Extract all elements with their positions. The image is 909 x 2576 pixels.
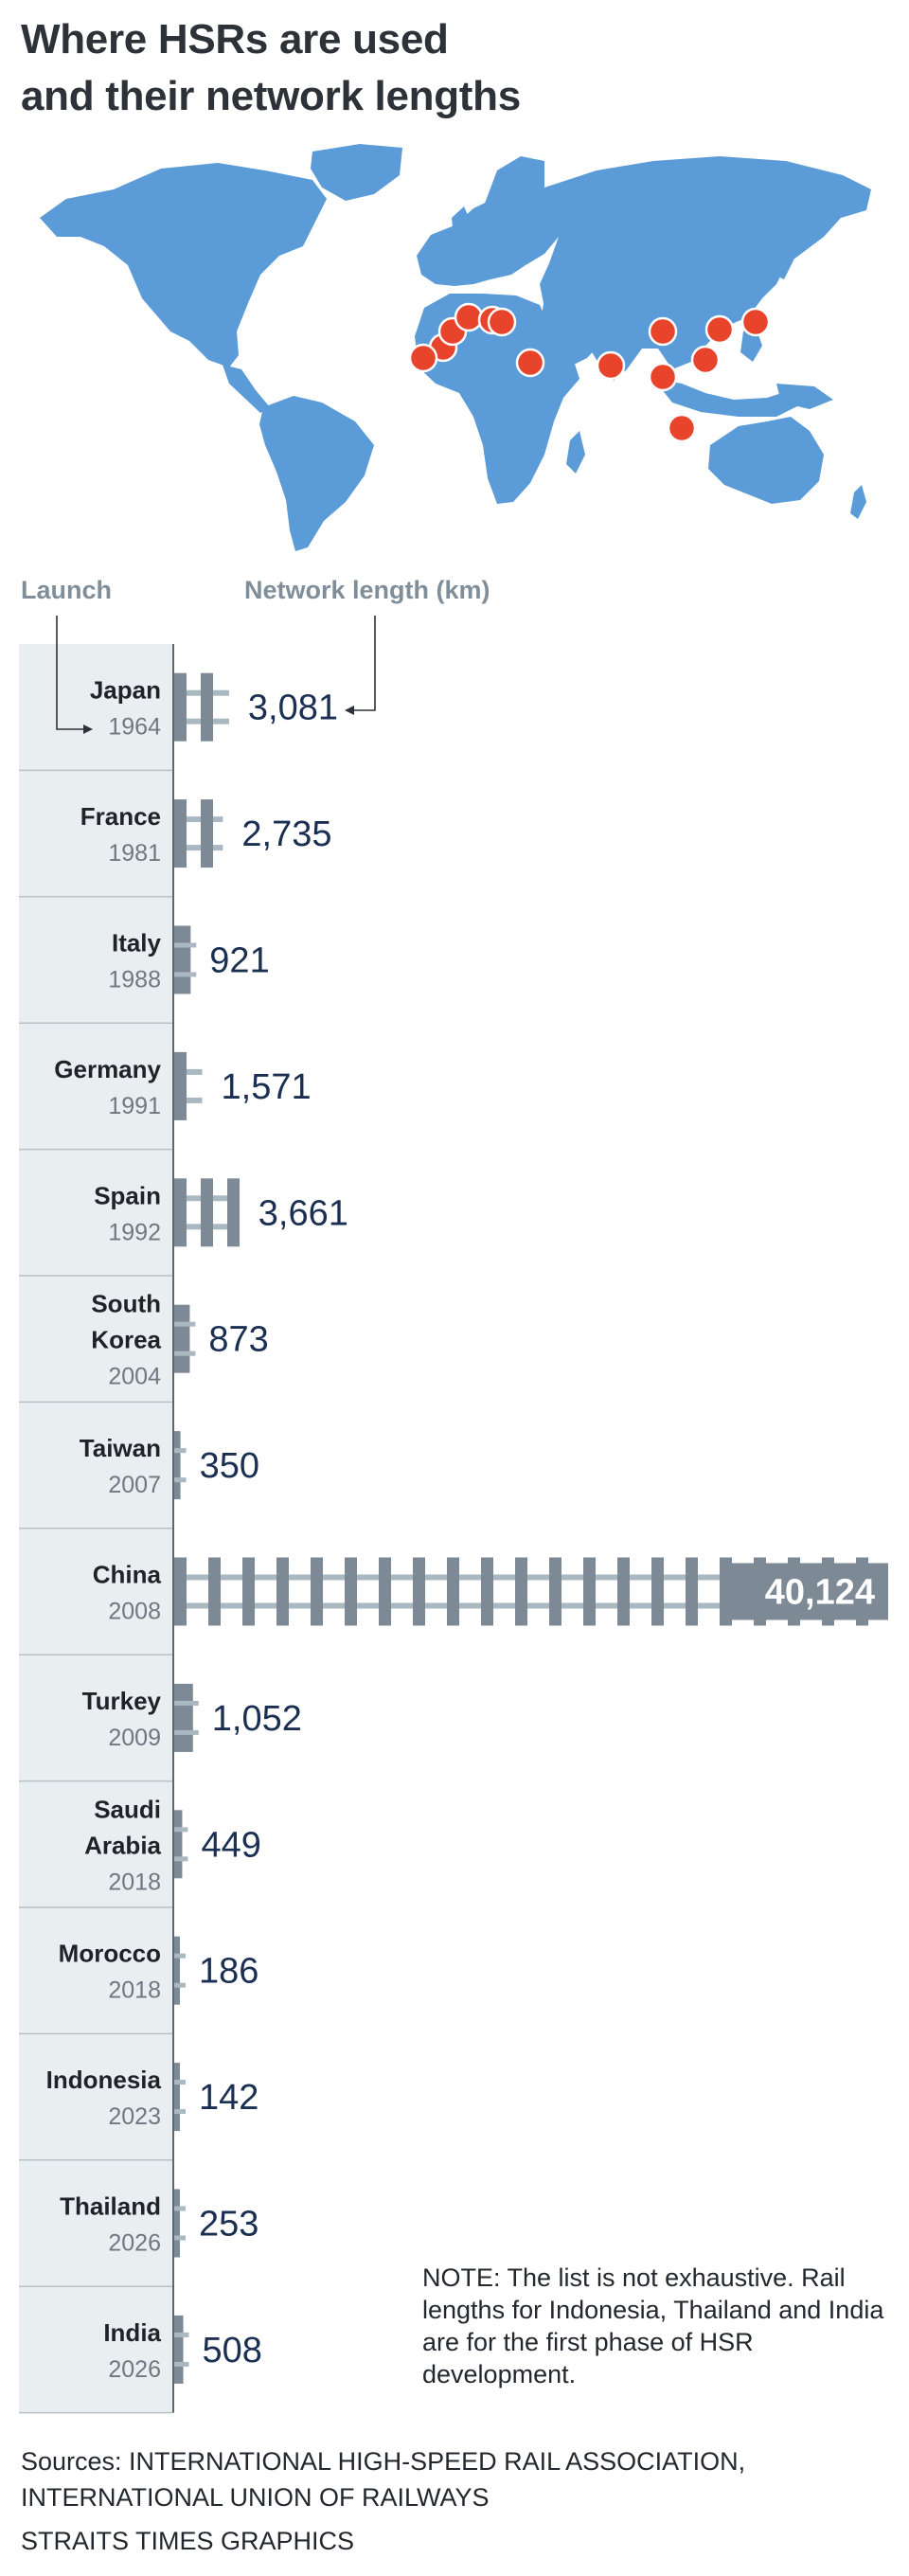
- launch-year: 2008: [108, 1599, 161, 1625]
- rail-bar: [174, 1431, 187, 1500]
- note-text: NOTE: The list is not exhaustive. Rail l…: [422, 2263, 884, 2388]
- new-guinea-shape: [776, 384, 833, 409]
- hsr-location-marker: [596, 350, 626, 381]
- header-pointers: [56, 616, 376, 734]
- title-line-1: Where HSRs are used: [21, 16, 449, 63]
- asia-shape: [540, 156, 871, 381]
- country-label: Italy: [112, 929, 162, 957]
- value-label: 3,661: [258, 1193, 348, 1233]
- value-label: 142: [199, 2078, 258, 2118]
- hsr-markers: [408, 302, 771, 443]
- country-label: Thailand: [60, 2192, 161, 2221]
- rail-bar: [174, 2315, 189, 2384]
- country-label: Germany: [54, 1055, 161, 1083]
- value-label: 449: [201, 1825, 260, 1865]
- hsr-location-marker: [408, 343, 438, 373]
- launch-header: Launch: [21, 576, 113, 604]
- launch-year: 2009: [108, 1725, 161, 1751]
- country-label: Saudi: [94, 1795, 161, 1823]
- rail-bar: [174, 1683, 199, 1752]
- value-label: 2,735: [241, 814, 331, 854]
- sources-text: Sources: INTERNATIONAL HIGH-SPEED RAIL A…: [21, 2447, 746, 2512]
- title: Where HSRs are used and their network le…: [21, 11, 521, 125]
- country-label: Taiwan: [80, 1434, 161, 1462]
- country-label: France: [80, 802, 161, 831]
- launch-year: 2007: [108, 1472, 161, 1498]
- british-isles-shape: [452, 206, 471, 239]
- greenland-shape: [311, 144, 402, 201]
- value-label: 1,571: [222, 1067, 312, 1107]
- country-label: Korea: [91, 1326, 161, 1354]
- launch-year: 1964: [108, 714, 161, 741]
- hsr-location-marker: [648, 362, 678, 392]
- country-label: Japan: [90, 676, 161, 705]
- title-line-2: and their network lengths: [21, 73, 521, 119]
- rail-bar: [174, 2063, 186, 2132]
- value-label: 1,052: [212, 1699, 302, 1739]
- value-label: 350: [200, 1446, 259, 1486]
- rail-bar: [174, 672, 229, 742]
- country-label: Arabia: [84, 1831, 161, 1859]
- rail-bar: [174, 1810, 188, 1879]
- japan-shape: [775, 229, 797, 279]
- hsr-location-marker: [704, 314, 735, 345]
- value-label: 3,081: [248, 689, 338, 728]
- south-america-shape: [259, 396, 374, 551]
- launch-year: 2018: [108, 1977, 161, 2004]
- launch-year: 1991: [108, 1093, 161, 1119]
- launch-year: 2018: [108, 1869, 161, 1895]
- launch-year: 1988: [108, 967, 161, 993]
- rail-bar: [174, 1936, 186, 2005]
- hsr-location-marker: [515, 348, 545, 378]
- network-length-header: Network length (km): [244, 576, 490, 604]
- country-label: India: [103, 2318, 161, 2347]
- country-label: Spain: [94, 1181, 161, 1209]
- rail-bar: [174, 1304, 196, 1373]
- launch-year: 1992: [108, 1219, 161, 1245]
- north-america-shape: [40, 163, 327, 367]
- country-label: Turkey: [82, 1687, 162, 1715]
- country-label: China: [93, 1561, 162, 1589]
- launch-year: 2023: [108, 2103, 161, 2130]
- central-america-shape: [223, 365, 270, 413]
- rail-bar: [174, 1051, 203, 1120]
- hsr-location-marker: [667, 413, 697, 443]
- hsr-location-marker: [740, 307, 771, 337]
- launch-year: 2026: [108, 2230, 161, 2257]
- new-zealand-shape: [850, 485, 866, 519]
- country-label: Morocco: [59, 1940, 161, 1968]
- value-label: 40,124: [765, 1573, 875, 1613]
- hsr-location-marker: [487, 307, 517, 337]
- taiwan-shape: [734, 305, 742, 320]
- country-label: South: [91, 1290, 161, 1318]
- europe-shape: [417, 188, 559, 286]
- value-label: 921: [209, 941, 269, 981]
- credit-text: STRAITS TIMES GRAPHICS: [21, 2527, 355, 2555]
- country-label: Indonesia: [46, 2066, 162, 2094]
- launch-year: 2004: [108, 1364, 161, 1390]
- value-label: 873: [208, 1320, 268, 1360]
- world-map: [40, 144, 871, 551]
- value-label: 508: [203, 2331, 262, 2370]
- australia-shape: [708, 417, 824, 504]
- rail-bar: [174, 2189, 186, 2258]
- rail-bar: [174, 1178, 240, 1247]
- indonesia-shape: [653, 379, 805, 417]
- hsr-location-marker: [648, 316, 678, 347]
- value-label: 253: [199, 2205, 258, 2245]
- scandinavia-shape: [483, 156, 544, 208]
- hsr-location-marker: [690, 345, 721, 375]
- madagascar-shape: [566, 431, 585, 474]
- rail-bar: [174, 1557, 888, 1626]
- value-label: 186: [199, 1952, 258, 1992]
- launch-year: 1981: [108, 840, 161, 867]
- launch-year: 2026: [108, 2356, 161, 2383]
- rail-bar: [174, 799, 223, 868]
- rail-bar: [174, 925, 197, 994]
